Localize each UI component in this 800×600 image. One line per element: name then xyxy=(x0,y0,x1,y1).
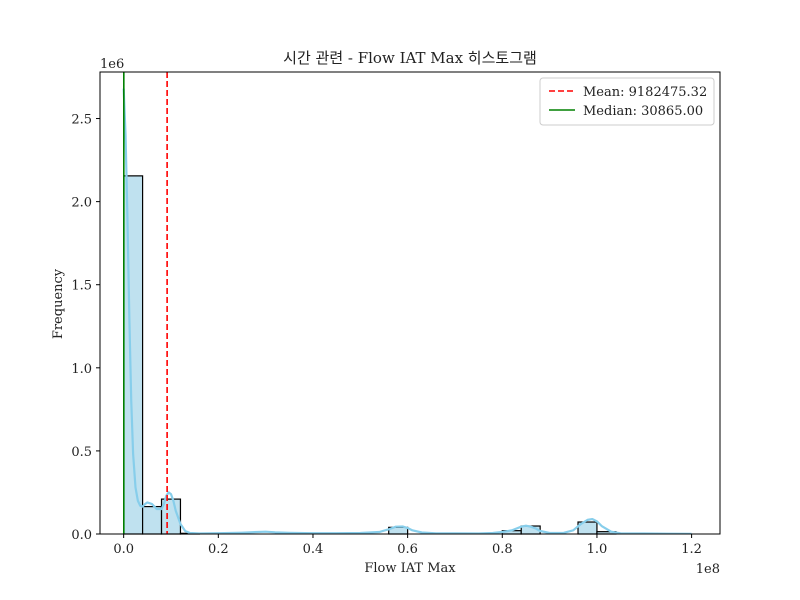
y-tick-label: 2.5 xyxy=(71,113,92,128)
x-tick-label: 1.2 xyxy=(681,542,702,557)
legend: Mean: 9182475.32 Median: 30865.00 xyxy=(539,77,715,126)
y-tick-label: 0.5 xyxy=(71,445,92,460)
legend-box xyxy=(539,77,715,126)
kde-curve xyxy=(122,88,692,534)
x-offset-label: 1e8 xyxy=(696,562,720,577)
legend-mean-label: Mean: 9182475.32 xyxy=(583,85,707,100)
chart-title: 시간 관련 - Flow IAT Max 히스토그램 xyxy=(283,49,537,67)
x-tick-label: 0.6 xyxy=(397,542,418,557)
x-axis-label: Flow IAT Max xyxy=(364,561,456,576)
histogram-bar xyxy=(141,505,163,535)
legend-median-label: Median: 30865.00 xyxy=(583,104,703,119)
x-tick-label: 0.2 xyxy=(208,542,229,557)
y-tick-label: 2.0 xyxy=(71,196,92,211)
x-tick-label: 0.0 xyxy=(113,542,134,557)
x-tick-label: 1.0 xyxy=(587,542,608,557)
y-tick-label: 1.5 xyxy=(71,279,92,294)
plot-frame xyxy=(99,71,721,535)
x-tick-label: 0.4 xyxy=(303,542,324,557)
plot-layer: 0.0 0.2 0.4 0.6 0.8 1.0 1.2 0.0 0.5 1.0 1.5 2.0 2.5 M… xyxy=(71,71,721,557)
y-tick-label: 0.0 xyxy=(71,528,92,543)
histogram-bar xyxy=(123,175,144,535)
y-axis-label: Frequency xyxy=(51,268,66,339)
y-tick-label: 1.0 xyxy=(71,362,92,377)
y-offset-label: 1e6 xyxy=(100,57,124,72)
x-tick-label: 0.8 xyxy=(492,542,513,557)
